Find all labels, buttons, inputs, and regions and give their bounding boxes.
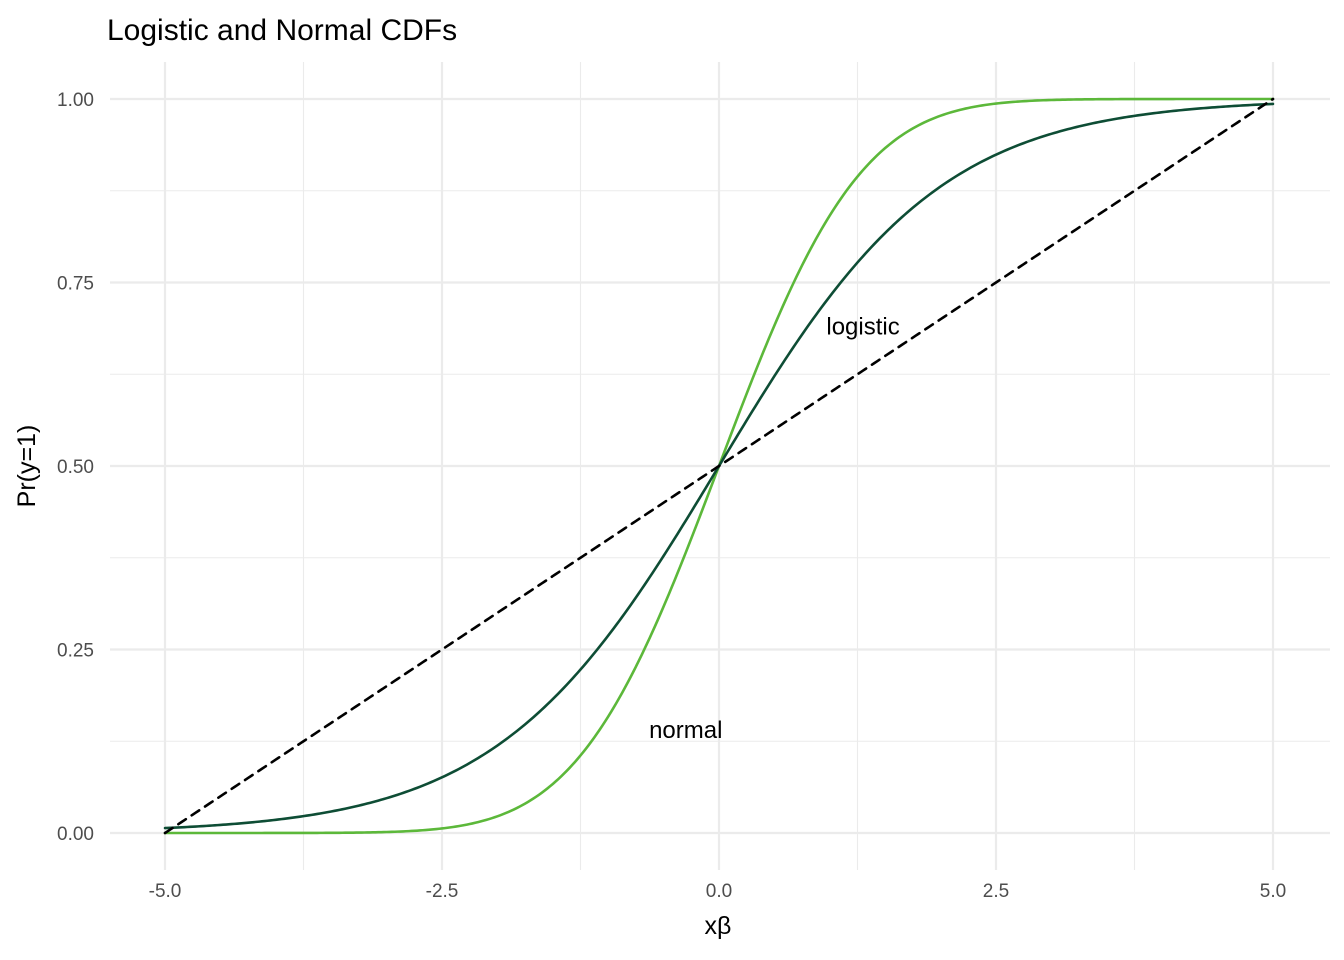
chart-title: Logistic and Normal CDFs: [107, 14, 457, 47]
y-tick-label: 1.00: [57, 90, 94, 111]
series-layer: [163, 97, 1275, 835]
y-tick-label: 0.00: [57, 824, 94, 845]
x-tick-label: -2.5: [426, 881, 459, 902]
x-tick-label: -5.0: [149, 881, 182, 902]
series-line-linear: [163, 97, 1275, 835]
x-tick-label: 0.0: [706, 881, 732, 902]
grid: [110, 62, 1330, 870]
x-tick-label: 5.0: [1260, 881, 1286, 902]
annotation-layer: logistic normal: [649, 314, 900, 745]
x-axis-ticks: -5.0 -2.5 0.0 2.5 5.0: [149, 881, 1287, 902]
y-axis-ticks: 0.00 0.25 0.50 0.75 1.00: [57, 90, 94, 845]
x-tick-label: 2.5: [983, 881, 1009, 902]
y-tick-label: 0.75: [57, 274, 94, 295]
y-axis-title: Pr(y=1): [13, 425, 41, 508]
annotation-normal: normal: [649, 717, 722, 744]
annotation-logistic: logistic: [826, 314, 899, 341]
y-tick-label: 0.25: [57, 641, 94, 662]
y-tick-label: 0.50: [57, 457, 94, 478]
x-axis-title: xβ: [705, 912, 732, 940]
